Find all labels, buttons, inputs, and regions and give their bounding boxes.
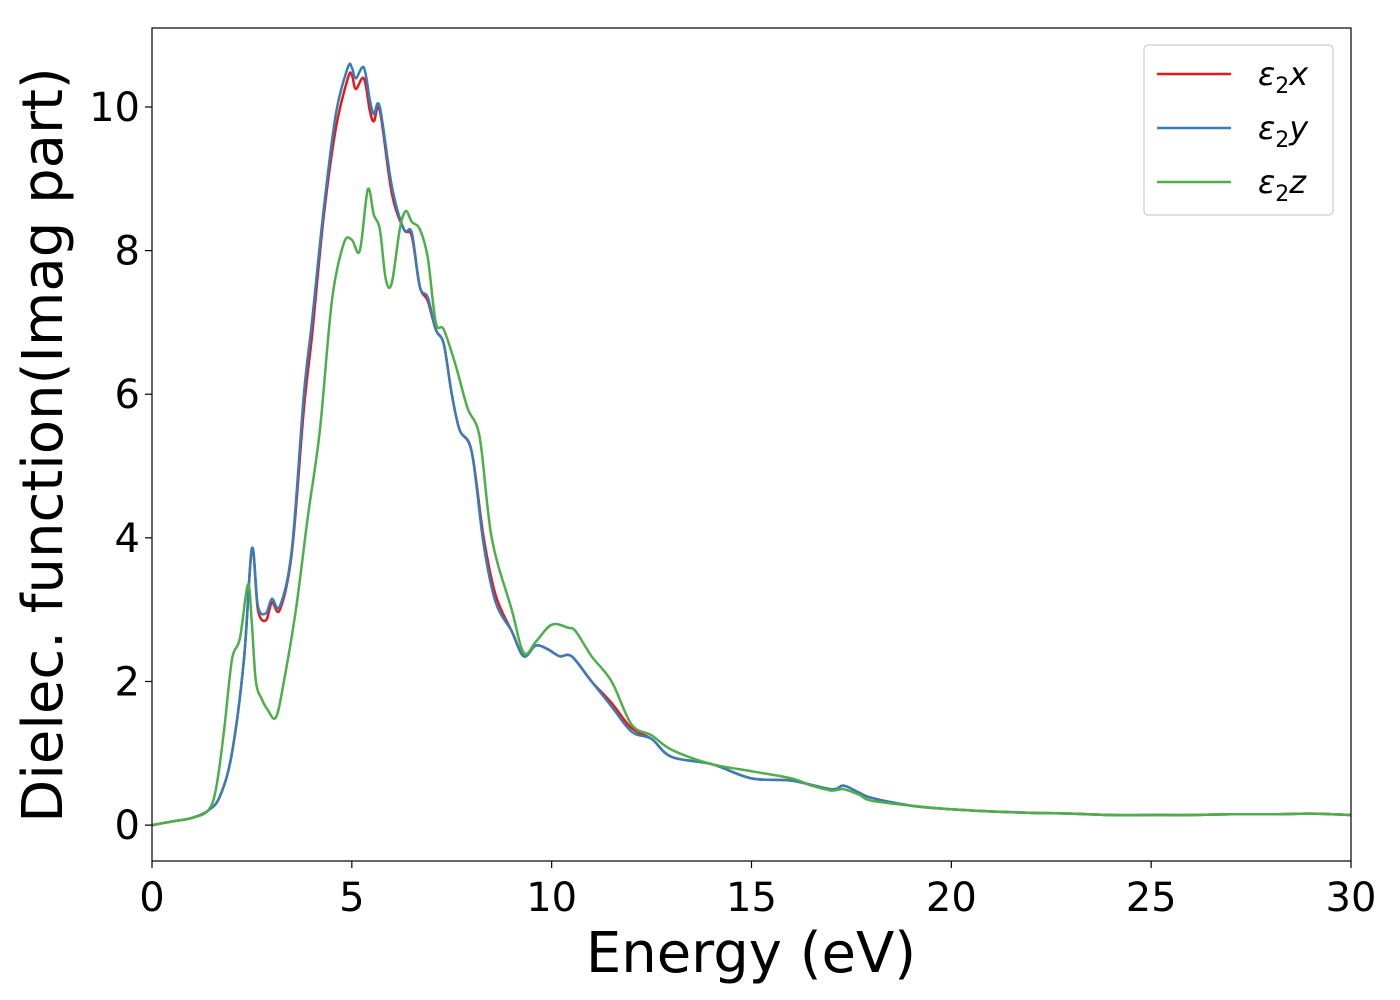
y-axis-title: Dielec. function(Imag part) [11,67,76,823]
x-tick-label: 0 [139,875,164,921]
x-tick-label: 10 [526,875,577,921]
legend-label-z: ε2z [1258,163,1307,207]
y-tick-label: 2 [115,659,140,705]
ticks-layer: 0 5 10 15 20 25 30 0 2 4 6 8 10 [89,85,1376,921]
y-tick-label: 8 [115,229,140,275]
x-axis-title: Energy (eV) [586,921,916,986]
legend-label-x: ε2x [1258,55,1309,99]
y-tick-label: 6 [115,372,140,418]
legend-frame [1143,44,1334,216]
series-layer [151,62,1352,827]
x-tick-label: 25 [1126,875,1177,921]
series-line-z [151,187,1352,827]
legend: ε2x ε2y ε2z [1143,44,1334,216]
y-tick-label: 4 [115,516,140,562]
y-tick-label: 10 [89,85,140,131]
x-tick-label: 20 [926,875,977,921]
x-tick-label: 5 [339,875,364,921]
legend-label-y: ε2y [1258,109,1309,153]
x-tick-label: 30 [1326,875,1377,921]
x-tick-label: 15 [726,875,777,921]
y-tick-label: 0 [115,803,140,849]
